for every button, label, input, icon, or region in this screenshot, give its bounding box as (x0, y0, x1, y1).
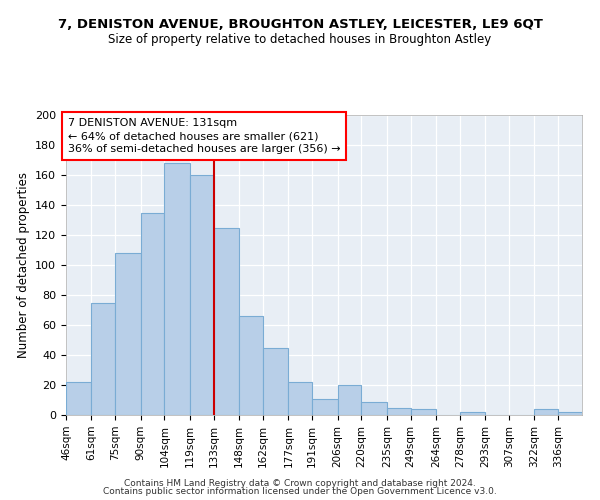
Bar (312, 398, 338, 415)
Bar (263, 348, 289, 415)
Bar (535, 409, 558, 415)
Text: Size of property relative to detached houses in Broughton Astley: Size of property relative to detached ho… (109, 32, 491, 46)
Bar (190, 175, 214, 415)
Bar (239, 316, 263, 415)
Bar (91, 302, 115, 415)
Text: 7 DENISTON AVENUE: 131sqm
← 64% of detached houses are smaller (621)
36% of semi: 7 DENISTON AVENUE: 131sqm ← 64% of detac… (68, 118, 340, 154)
Text: Contains HM Land Registry data © Crown copyright and database right 2024.: Contains HM Land Registry data © Crown c… (124, 478, 476, 488)
Bar (338, 385, 361, 415)
Y-axis label: Number of detached properties: Number of detached properties (17, 172, 29, 358)
Bar (558, 412, 582, 415)
Text: 7, DENISTON AVENUE, BROUGHTON ASTLEY, LEICESTER, LE9 6QT: 7, DENISTON AVENUE, BROUGHTON ASTLEY, LE… (58, 18, 542, 30)
Bar (361, 402, 387, 415)
Bar (66, 382, 91, 415)
Bar (140, 212, 164, 415)
Bar (410, 409, 436, 415)
Bar (460, 412, 485, 415)
Bar (289, 382, 312, 415)
Bar (115, 253, 140, 415)
Bar (164, 163, 190, 415)
Bar (387, 408, 410, 415)
Bar (214, 228, 239, 415)
Text: Contains public sector information licensed under the Open Government Licence v3: Contains public sector information licen… (103, 487, 497, 496)
